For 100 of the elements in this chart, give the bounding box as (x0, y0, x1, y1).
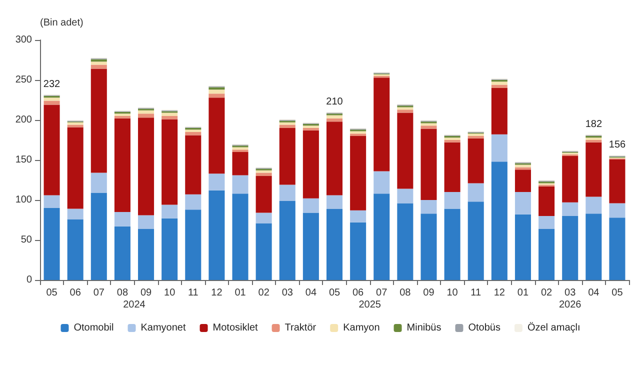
bar (609, 218, 626, 280)
x-tick-label: 02 (540, 288, 553, 298)
bar (514, 167, 531, 170)
bar (397, 203, 414, 280)
bar (44, 195, 60, 208)
bar (44, 208, 60, 280)
bar (114, 118, 130, 212)
bar (397, 112, 414, 189)
bar (420, 214, 437, 280)
x-tick-label: 11 (188, 288, 199, 298)
total-label: 232 (43, 78, 61, 90)
bar (397, 107, 414, 110)
x-tick-label: 02 (258, 288, 270, 298)
bar (90, 172, 107, 193)
bar (468, 183, 484, 202)
bar (420, 200, 437, 214)
bar (162, 112, 178, 116)
bar (256, 170, 272, 173)
bar (256, 223, 272, 280)
bar (256, 172, 272, 176)
bar (538, 216, 555, 229)
total-label: 156 (608, 140, 626, 151)
bar (208, 94, 225, 98)
bar (44, 100, 60, 105)
bar (374, 171, 390, 194)
legend-label: Kamyonet (140, 322, 186, 334)
x-tick-label: 12 (211, 288, 223, 298)
bar (162, 204, 178, 218)
bar (279, 128, 296, 185)
bar (562, 202, 578, 216)
bar (586, 214, 602, 280)
bar (350, 210, 366, 222)
bar (279, 124, 296, 128)
bar (279, 184, 296, 201)
bar (350, 136, 366, 210)
bar (562, 156, 578, 202)
x-tick-label: 01 (517, 288, 529, 298)
bar (491, 84, 508, 88)
bar (374, 194, 390, 280)
bar (185, 194, 202, 210)
bar (586, 196, 602, 214)
bar (90, 62, 107, 65)
x-tick-label: 08 (400, 288, 412, 298)
bar (232, 147, 248, 150)
bar (208, 190, 225, 280)
x-tick-label: 06 (70, 288, 82, 298)
x-tick-label: 03 (564, 288, 576, 298)
bar (90, 64, 107, 69)
x-tick-label: 10 (164, 288, 176, 298)
x-tick-label: 09 (140, 288, 152, 298)
y-axis-title: (Bin adet) (40, 18, 84, 28)
total-label: 210 (326, 96, 344, 108)
bar (350, 131, 366, 134)
y-tick-label: 150 (15, 154, 32, 166)
bar (138, 110, 154, 114)
bar (232, 152, 248, 176)
bar (374, 78, 390, 172)
bar (514, 192, 531, 214)
x-tick-label: 05 (612, 288, 624, 298)
x-tick-label: 08 (116, 288, 128, 298)
x-tick-label: 01 (234, 288, 246, 298)
x-tick-label: 11 (470, 288, 482, 298)
bar (302, 212, 319, 280)
legend-label: Minibüs (406, 322, 442, 334)
total-label: 182 (585, 118, 602, 130)
bar (491, 88, 508, 134)
legend-label: Otomobil (74, 322, 114, 334)
x-tick-label: 12 (494, 288, 506, 298)
bar (444, 208, 460, 280)
text: 2026 (558, 300, 582, 310)
bar (326, 122, 343, 196)
legend-label: Özel amaçlı (527, 322, 580, 334)
legend-label: Motosiklet (212, 322, 258, 334)
bar (468, 202, 484, 280)
text: 2024 (123, 300, 146, 310)
bar (67, 127, 84, 209)
x-tick-label: 07 (93, 288, 105, 298)
y-tick-label: 0 (26, 274, 32, 286)
bar (44, 104, 60, 196)
bar (67, 219, 84, 280)
bar (279, 122, 296, 125)
bar (609, 203, 626, 218)
bar (185, 132, 202, 136)
x-tick-label: 03 (282, 288, 294, 298)
bar (90, 59, 107, 62)
x-tick-label: 10 (446, 288, 458, 298)
x-tick-label: 05 (46, 288, 58, 298)
bar (232, 194, 248, 280)
legend-label: Traktör (284, 322, 317, 334)
bar (586, 142, 602, 197)
y-tick-label: 250 (15, 74, 32, 86)
bar (279, 200, 296, 280)
bar (208, 90, 225, 94)
bar (114, 212, 130, 226)
x-tick-label: 04 (305, 288, 317, 298)
bar (302, 198, 319, 213)
legend-label: Otobüs (468, 322, 500, 334)
bar (162, 116, 178, 120)
bar (326, 115, 343, 118)
x-tick-label: 04 (588, 288, 600, 298)
